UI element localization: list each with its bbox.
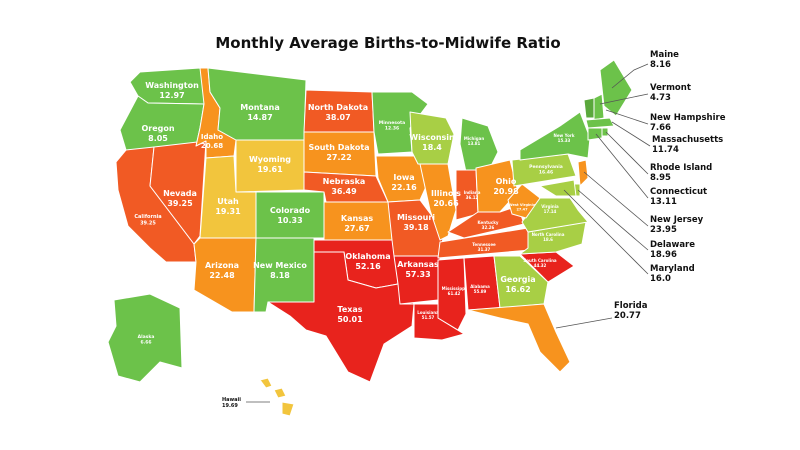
leader-vermont	[599, 93, 649, 105]
state-georgia	[493, 255, 549, 309]
callout-hawaii: Hawaii 19.69	[222, 397, 241, 409]
state-texas	[267, 251, 415, 383]
label-idaho: Idaho 20.68	[201, 133, 223, 150]
label-georgia: Georgia 16.62	[500, 275, 535, 294]
label-west-virginia: West Virginia 27.47	[509, 203, 536, 211]
label-tennessee: Tennessee 31.37	[472, 242, 496, 252]
label-nevada: Nevada 39.25	[163, 189, 197, 208]
label-wyoming: Wyoming 19.61	[249, 155, 291, 174]
state-hawaii	[259, 377, 295, 417]
label-oklahoma: Oklahoma 52.16	[345, 252, 390, 271]
leader-maryland	[563, 189, 649, 275]
label-nebraska: Nebraska 36.49	[323, 177, 366, 196]
label-arkansas: Arkansas 57.33	[397, 260, 439, 279]
label-new-york: New York 15.33	[553, 133, 574, 143]
label-ohio: Ohio 20.98	[493, 177, 519, 196]
label-south-carolina: South Carolina 44.32	[523, 258, 557, 268]
state-rhode-island	[601, 127, 609, 137]
label-colorado: Colorado 10.33	[270, 206, 311, 225]
callout-new-jersey: New Jersey 23.95	[650, 215, 704, 235]
label-kentucky: Kentucky 32.26	[478, 220, 499, 230]
state-colorado	[255, 191, 325, 239]
leader-new-jersey	[583, 171, 649, 227]
state-mississippi	[437, 257, 467, 331]
label-alaska: Alaska 6.66	[138, 334, 155, 346]
state-florida	[467, 303, 571, 373]
label-texas: Texas 50.01	[337, 305, 363, 324]
label-new-mexico: New Mexico 8.18	[253, 261, 307, 280]
state-maine	[599, 59, 633, 117]
leader-maine	[611, 63, 649, 89]
callout-vermont: Vermont 4.73	[650, 83, 691, 103]
callout-massachusetts: Massachusetts 11.74	[652, 135, 723, 155]
label-louisiana: Louisiana 51.57	[417, 310, 439, 320]
state-alaska	[107, 293, 183, 383]
label-north-dakota: North Dakota 38.07	[308, 103, 368, 122]
callout-maryland: Maryland 16.0	[650, 264, 695, 284]
label-montana: Montana 14.87	[240, 103, 279, 122]
state-west-virginia	[507, 183, 541, 219]
callout-new-hampshire: New Hampshire 7.66	[650, 113, 726, 133]
label-illinois: Illinois 20.66	[431, 189, 461, 208]
state-maryland	[539, 179, 577, 197]
label-missouri: Missouri 39.18	[397, 213, 435, 232]
state-arkansas	[393, 255, 441, 305]
state-new-hampshire	[593, 93, 605, 121]
label-arizona: Arizona 22.48	[205, 261, 239, 280]
label-california: California 39.25	[134, 214, 161, 226]
label-kansas: Kansas 27.67	[341, 214, 373, 233]
leader-connecticut	[595, 133, 649, 199]
label-indiana: Indiana 36.12	[464, 190, 481, 200]
callout-connecticut: Connecticut 13.11	[650, 187, 707, 207]
leader-delaware	[577, 189, 649, 251]
label-pennsylvania: Pennsylvania 16.46	[529, 164, 563, 176]
callout-delaware: Delaware 18.96	[650, 240, 695, 260]
leader-new-hampshire	[605, 109, 649, 125]
label-minnesota: Minnesota 12.36	[379, 120, 405, 132]
state-massachusetts	[585, 117, 615, 129]
label-virginia: Virginia 17.14	[541, 204, 559, 214]
callout-maine: Maine 8.16	[650, 50, 679, 70]
state-vermont	[583, 97, 595, 119]
state-illinois	[419, 163, 457, 241]
state-new-jersey	[577, 159, 589, 187]
label-mississippi: Mississippi 61.42	[442, 286, 467, 296]
label-iowa: Iowa 22.16	[391, 173, 417, 192]
label-michigan: Michigan 13.81	[464, 136, 485, 146]
label-wisconsin: Wisconsin 18.4	[409, 133, 455, 152]
label-north-carolina: North Carolina 18.6	[532, 232, 565, 242]
map-title: Monthly Average Births-to-Midwife Ratio	[215, 34, 561, 52]
leader-florida	[555, 317, 613, 329]
label-south-dakota: South Dakota 27.22	[308, 143, 369, 162]
callout-florida: Florida 20.77	[614, 301, 648, 321]
callout-rhode-island: Rhode Island 8.95	[650, 163, 712, 183]
label-alabama: Alabama 55.89	[470, 284, 490, 294]
leader-massachusetts	[611, 121, 651, 147]
label-washington: Washington 12.97	[145, 81, 199, 100]
label-oregon: Oregon 8.05	[141, 124, 174, 143]
label-utah: Utah 19.31	[215, 197, 241, 216]
state-new-york	[519, 111, 591, 161]
leader-rhode-island	[605, 131, 649, 175]
